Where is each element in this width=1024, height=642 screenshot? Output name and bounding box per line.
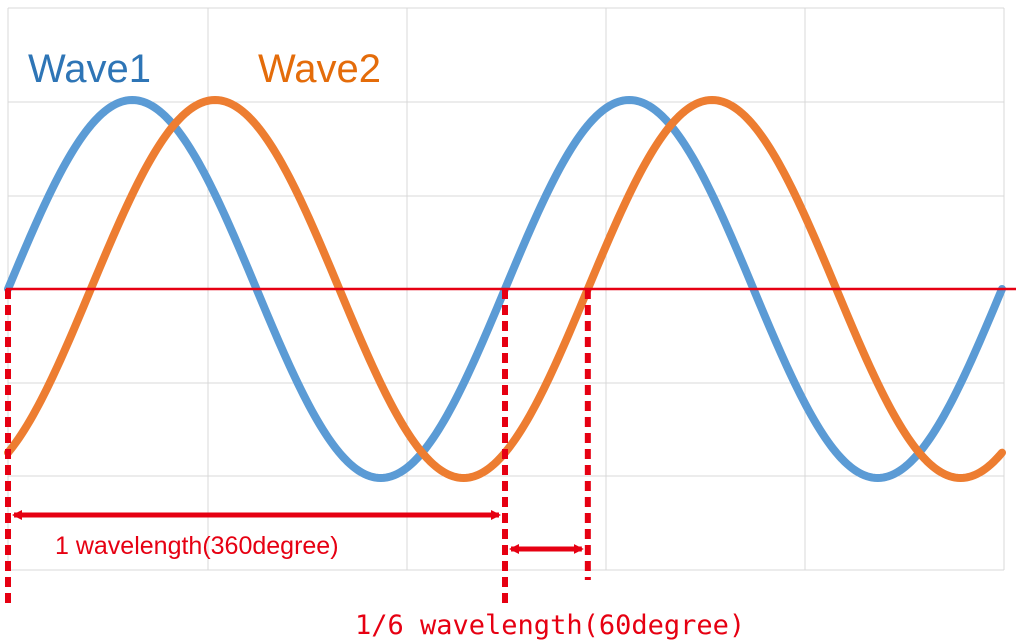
annotation-sixth-wavelength: 1/6 wavelength(60degree) xyxy=(355,610,745,641)
annotation-layer xyxy=(5,287,1016,604)
annotation-full-wavelength: 1 wavelength(360degree) xyxy=(55,532,339,560)
legend-wave1: Wave1 xyxy=(28,47,151,91)
legend-wave2: Wave2 xyxy=(258,47,381,91)
